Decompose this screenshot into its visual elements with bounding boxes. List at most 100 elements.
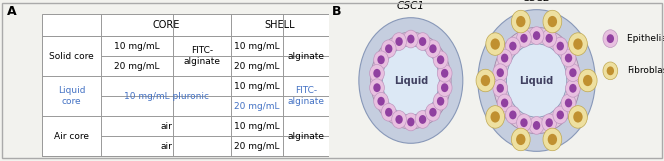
Ellipse shape (573, 111, 582, 123)
Ellipse shape (568, 106, 588, 128)
Ellipse shape (392, 33, 406, 50)
Ellipse shape (429, 44, 437, 53)
Ellipse shape (548, 134, 557, 145)
Ellipse shape (548, 16, 557, 27)
Ellipse shape (493, 27, 580, 134)
Ellipse shape (561, 49, 576, 67)
Ellipse shape (438, 79, 452, 97)
Ellipse shape (583, 75, 592, 86)
Ellipse shape (573, 38, 582, 50)
Ellipse shape (493, 64, 508, 82)
Ellipse shape (546, 34, 553, 43)
Ellipse shape (556, 110, 564, 119)
Ellipse shape (521, 34, 528, 43)
Ellipse shape (373, 69, 380, 78)
Ellipse shape (370, 64, 384, 82)
Ellipse shape (478, 10, 595, 151)
Ellipse shape (553, 37, 568, 55)
Ellipse shape (486, 33, 505, 55)
Ellipse shape (566, 64, 580, 82)
Ellipse shape (385, 44, 392, 53)
Ellipse shape (533, 121, 540, 130)
Ellipse shape (392, 111, 406, 128)
Ellipse shape (516, 134, 525, 145)
Ellipse shape (433, 92, 448, 110)
Ellipse shape (543, 128, 562, 151)
Ellipse shape (507, 44, 567, 117)
Text: Liquid: Liquid (394, 76, 428, 85)
Text: 20 mg/mL: 20 mg/mL (114, 62, 159, 71)
Text: air: air (160, 142, 172, 151)
Ellipse shape (481, 75, 490, 86)
Ellipse shape (476, 69, 495, 92)
Ellipse shape (505, 37, 521, 55)
Text: FITC-
alginate: FITC- alginate (183, 46, 220, 66)
Ellipse shape (533, 31, 540, 40)
Text: 20 mg/mL: 20 mg/mL (234, 62, 280, 71)
Text: 10 mg/mL: 10 mg/mL (234, 82, 280, 91)
Ellipse shape (509, 42, 517, 51)
Text: Solid core: Solid core (49, 52, 94, 61)
Ellipse shape (371, 32, 451, 129)
Ellipse shape (603, 30, 618, 47)
Ellipse shape (395, 37, 403, 46)
Ellipse shape (433, 51, 448, 69)
Ellipse shape (505, 106, 521, 124)
Ellipse shape (568, 33, 588, 55)
Ellipse shape (565, 54, 572, 62)
Ellipse shape (497, 94, 512, 112)
Ellipse shape (491, 111, 500, 123)
Text: Liquid
core: Liquid core (58, 86, 86, 106)
Ellipse shape (374, 92, 388, 110)
Ellipse shape (382, 46, 440, 115)
Ellipse shape (497, 68, 504, 77)
Ellipse shape (370, 79, 384, 97)
Ellipse shape (521, 118, 528, 127)
Ellipse shape (542, 29, 556, 47)
Ellipse shape (415, 33, 430, 50)
Ellipse shape (542, 114, 556, 132)
Ellipse shape (509, 110, 517, 119)
Text: A: A (7, 5, 16, 18)
Ellipse shape (493, 79, 508, 97)
Ellipse shape (486, 106, 505, 128)
Ellipse shape (566, 79, 580, 97)
Ellipse shape (607, 34, 614, 43)
Ellipse shape (404, 113, 418, 131)
Text: CSC1: CSC1 (397, 1, 425, 11)
Ellipse shape (569, 68, 576, 77)
Ellipse shape (438, 64, 452, 82)
Text: CSC2: CSC2 (523, 0, 550, 3)
Ellipse shape (511, 10, 530, 33)
Ellipse shape (419, 115, 426, 124)
Text: 10 mg/mL: 10 mg/mL (234, 42, 280, 51)
Ellipse shape (377, 55, 384, 64)
Ellipse shape (501, 54, 509, 62)
Text: CORE: CORE (152, 20, 180, 30)
Text: alginate: alginate (288, 132, 325, 141)
Ellipse shape (529, 117, 544, 134)
Ellipse shape (426, 103, 440, 121)
Ellipse shape (529, 27, 544, 44)
Ellipse shape (517, 29, 531, 47)
Ellipse shape (437, 97, 444, 106)
Text: SHELL: SHELL (264, 20, 295, 30)
Ellipse shape (565, 99, 572, 107)
Text: Air core: Air core (54, 132, 89, 141)
Ellipse shape (426, 40, 440, 58)
Ellipse shape (603, 62, 618, 80)
Ellipse shape (359, 18, 463, 143)
Text: 20 mg/mL: 20 mg/mL (234, 102, 280, 111)
Ellipse shape (404, 30, 418, 48)
Ellipse shape (377, 97, 384, 106)
Ellipse shape (419, 37, 426, 46)
Ellipse shape (437, 55, 444, 64)
Ellipse shape (517, 114, 531, 132)
Ellipse shape (543, 10, 562, 33)
Text: 10 mg/mL: 10 mg/mL (234, 122, 280, 131)
Ellipse shape (561, 94, 576, 112)
Text: Epithelial cells: Epithelial cells (627, 34, 664, 43)
Ellipse shape (374, 51, 388, 69)
Text: alginate: alginate (288, 52, 325, 61)
Text: Liquid: Liquid (519, 76, 554, 85)
